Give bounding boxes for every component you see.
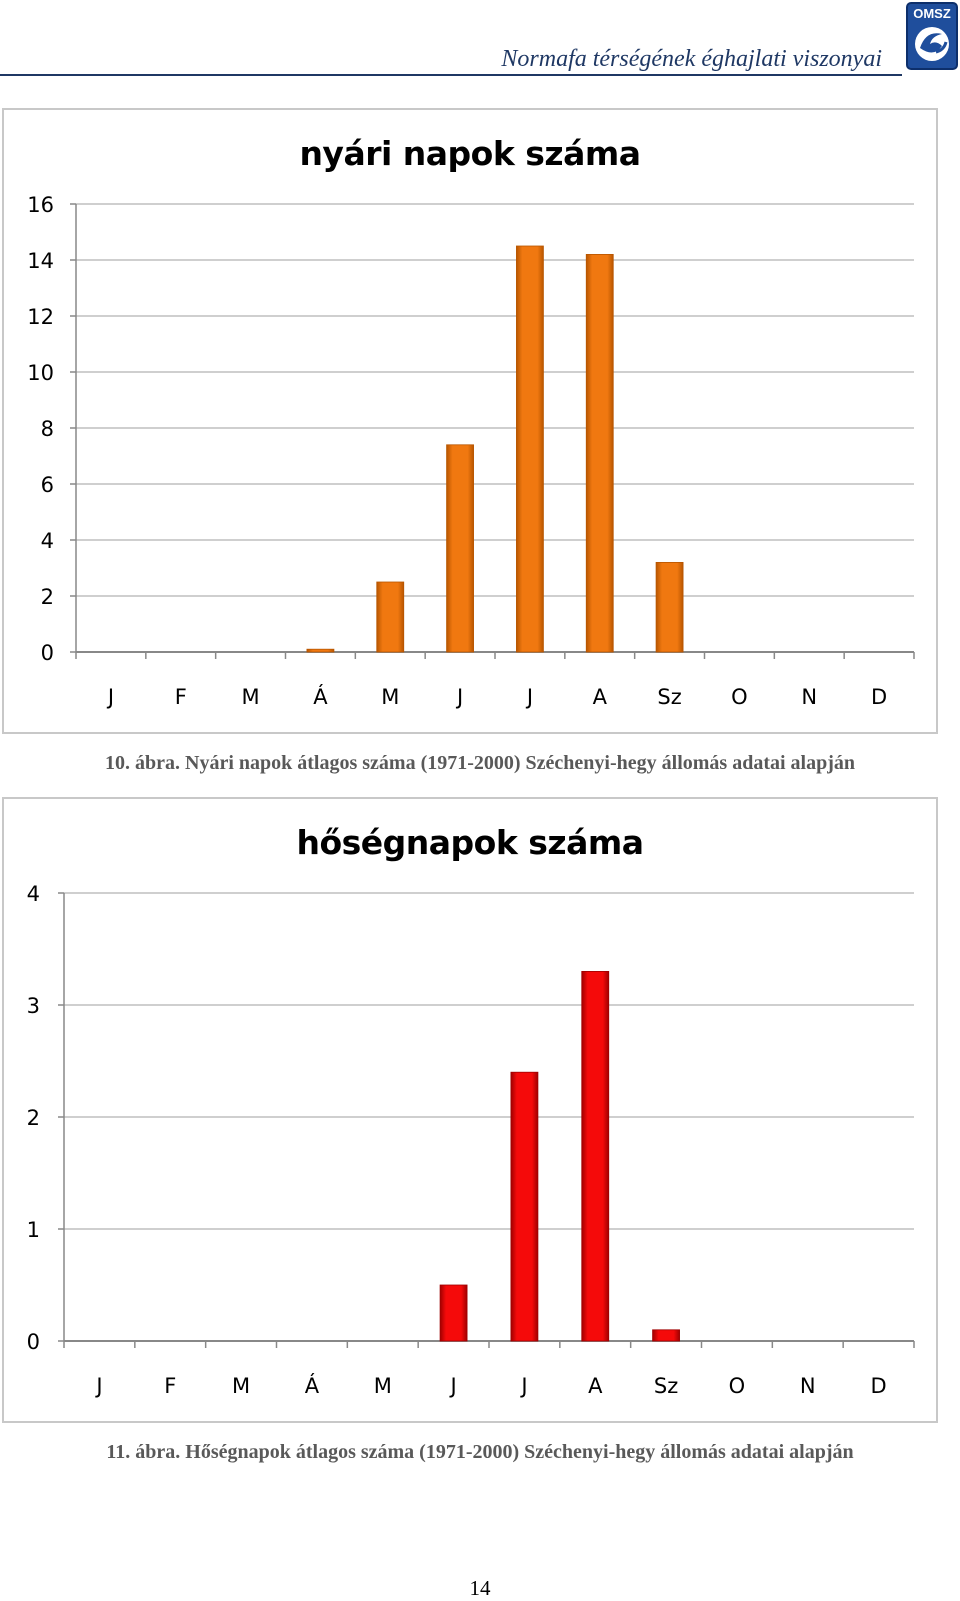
chart-plot: 0 2 4 6 8 10 12 14 16 J F M Á M J J A Sz O N D	[27, 193, 915, 709]
x-tick-label: F	[175, 685, 187, 709]
bar-7	[516, 245, 544, 653]
figure-caption-11: 11. ábra. Hőségnapok átlagos száma (1971…	[106, 1441, 854, 1463]
x-tick-label: Sz	[654, 1374, 678, 1398]
y-tick-label: 10	[27, 361, 54, 385]
x-tick-label: J	[519, 1374, 527, 1398]
figure-caption-10: 10. ábra. Nyári napok átlagos száma (197…	[105, 752, 855, 774]
chart-plot: 0 1 2 3 4 J F M Á M J J A Sz O N D	[27, 882, 915, 1398]
x-tick-label: J	[455, 685, 463, 709]
x-tick-label: J	[106, 685, 114, 709]
x-tick-label: M	[242, 685, 260, 709]
x-tick-label: J	[525, 685, 533, 709]
y-tick-label: 1	[27, 1218, 40, 1242]
y-tick-label: 14	[27, 249, 54, 273]
y-tick-label: 3	[27, 994, 40, 1018]
y-tick-label: 2	[41, 585, 54, 609]
x-tick-label: O	[729, 1374, 746, 1398]
bar-9	[652, 1329, 680, 1342]
x-tick-label: J	[94, 1374, 102, 1398]
bar-7	[510, 1071, 539, 1342]
chart-title: nyári napok száma	[299, 134, 641, 173]
y-tick-label: 2	[27, 1106, 40, 1130]
y-tick-label: 16	[27, 193, 54, 217]
x-tick-label: M	[232, 1374, 250, 1398]
bar-4	[306, 648, 335, 653]
x-tick-label: Á	[305, 1373, 320, 1398]
y-tick-label: 4	[41, 529, 54, 553]
y-tick-label: 12	[27, 305, 54, 329]
chart-title: hőségnapok száma	[296, 823, 644, 862]
x-tick-label: M	[381, 685, 399, 709]
x-tick-label: Sz	[657, 685, 681, 709]
x-tick-label: D	[870, 1374, 886, 1398]
x-tick-label: A	[593, 685, 608, 709]
y-tick-label: 8	[41, 417, 54, 441]
x-tick-label: O	[731, 685, 748, 709]
x-tick-label: J	[448, 1374, 456, 1398]
y-tick-label: 0	[41, 641, 54, 665]
x-tick-label: F	[164, 1374, 176, 1398]
y-tick-label: 4	[27, 882, 40, 906]
bar-9	[655, 561, 684, 653]
bar-6	[446, 444, 474, 653]
chart-summer-days: nyári napok száma 0 2 4 6 8 10 12 14 16 J F M Á M J J A S…	[2, 108, 938, 734]
chart-hot-days: hőségnapok száma 0 1 2 3 4 J F M Á M J J A Sz O N D	[2, 797, 938, 1423]
x-tick-label: N	[801, 685, 817, 709]
x-tick-label: D	[871, 685, 887, 709]
x-tick-label: M	[374, 1374, 392, 1398]
bar-5	[376, 581, 405, 653]
omsz-logo: OMSZ	[906, 2, 958, 70]
x-tick-label: N	[800, 1374, 816, 1398]
y-tick-label: 0	[27, 1330, 40, 1354]
y-tick-label: 6	[41, 473, 54, 497]
bar-8	[581, 970, 610, 1342]
x-tick-label: A	[588, 1374, 603, 1398]
header-rule	[0, 74, 902, 76]
bar-8	[585, 253, 614, 653]
document-header-title: Normafa térségének éghajlati viszonyai	[501, 46, 882, 72]
page-number: 14	[469, 1576, 491, 1600]
x-tick-label: Á	[313, 684, 328, 709]
logo-text: OMSZ	[913, 6, 951, 21]
bar-6	[439, 1284, 468, 1342]
